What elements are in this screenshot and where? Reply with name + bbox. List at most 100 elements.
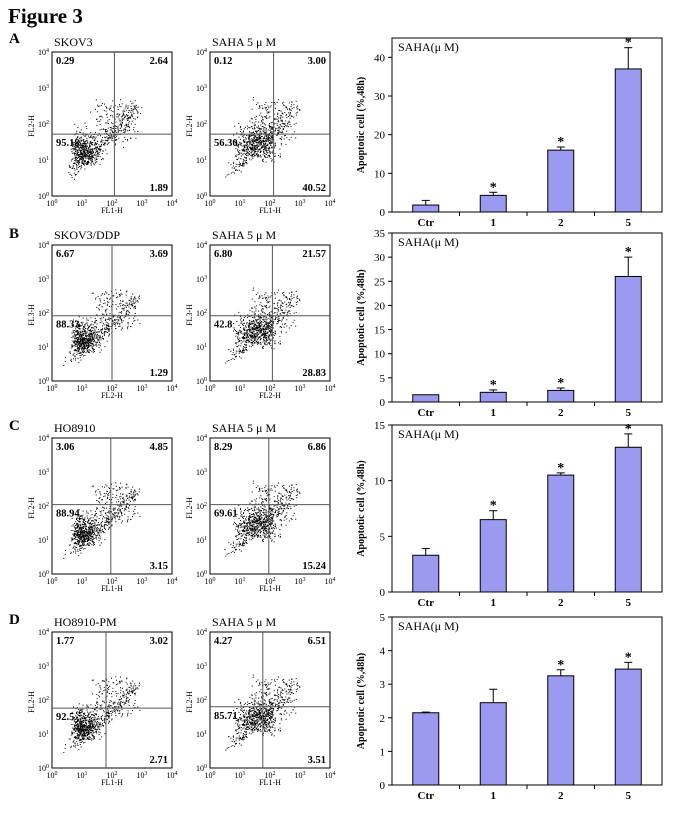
flow-point bbox=[251, 148, 252, 150]
flow-point bbox=[120, 503, 122, 505]
flow-point bbox=[235, 165, 237, 167]
bar-y-axis-label: Apoptotic cell (%,48h) bbox=[356, 269, 367, 365]
flow-point bbox=[263, 328, 265, 330]
flow-point bbox=[84, 142, 86, 144]
flow-point bbox=[104, 142, 106, 144]
flow-point bbox=[79, 517, 80, 519]
flow-point bbox=[261, 128, 263, 130]
flow-point bbox=[76, 145, 78, 147]
flow-point bbox=[130, 490, 132, 492]
flow-point bbox=[245, 345, 247, 347]
flow-point bbox=[95, 320, 96, 322]
flow-point bbox=[100, 141, 102, 143]
flow-point bbox=[102, 323, 104, 325]
flow-point bbox=[262, 308, 264, 310]
flow-point bbox=[246, 347, 247, 348]
flow-point bbox=[258, 145, 260, 147]
flow-point bbox=[100, 119, 102, 121]
flow-point bbox=[111, 516, 113, 518]
flow-point bbox=[73, 145, 75, 147]
flow-point bbox=[104, 495, 106, 497]
flow-point bbox=[258, 324, 260, 326]
flow-point bbox=[256, 335, 258, 337]
flow-point bbox=[256, 319, 258, 321]
flow-point bbox=[81, 322, 83, 324]
flow-point bbox=[85, 335, 87, 336]
flow-point bbox=[247, 523, 249, 524]
flow-point bbox=[264, 336, 266, 338]
flow-point bbox=[123, 128, 125, 130]
flow-point bbox=[117, 127, 119, 129]
flow-point bbox=[266, 147, 268, 149]
flow-point bbox=[130, 296, 132, 298]
flow-point bbox=[249, 316, 251, 317]
significance-star: * bbox=[557, 376, 564, 391]
flow-point bbox=[113, 128, 115, 129]
flow-point bbox=[291, 116, 293, 117]
flow-point bbox=[86, 154, 88, 156]
flow-point bbox=[258, 503, 260, 505]
flow-point bbox=[273, 528, 275, 529]
flow-point bbox=[266, 110, 268, 112]
flow-point bbox=[71, 168, 73, 169]
flow-point bbox=[87, 319, 89, 321]
x-category-label: Ctr bbox=[418, 407, 435, 419]
bar bbox=[412, 204, 440, 213]
flow-point bbox=[287, 108, 289, 110]
flow-point bbox=[271, 128, 272, 130]
flow-point bbox=[267, 295, 269, 297]
flow-point bbox=[267, 129, 269, 131]
flow-point bbox=[97, 340, 99, 341]
flow-point bbox=[299, 298, 301, 300]
flow-point bbox=[130, 301, 132, 303]
flow-point bbox=[84, 535, 86, 537]
flow-point bbox=[90, 159, 92, 161]
flow-point bbox=[235, 148, 237, 149]
flow-point bbox=[83, 142, 85, 144]
flow-point bbox=[250, 334, 252, 336]
flow-point bbox=[112, 488, 114, 490]
flow-point bbox=[247, 324, 249, 326]
flow-point bbox=[125, 499, 127, 501]
flow-point bbox=[257, 130, 259, 132]
flow-point bbox=[73, 178, 75, 180]
flow-point bbox=[244, 338, 246, 340]
flow-point bbox=[125, 306, 127, 308]
flow-point bbox=[257, 134, 259, 136]
flow-point bbox=[112, 507, 114, 509]
flow-point bbox=[260, 112, 262, 114]
flow-point bbox=[138, 491, 140, 493]
flow-point bbox=[102, 150, 104, 152]
flow-point bbox=[127, 498, 128, 499]
flow-point bbox=[78, 349, 80, 351]
flow-point bbox=[73, 162, 75, 164]
flow-point bbox=[94, 326, 96, 327]
flow-point bbox=[100, 522, 102, 524]
flow-point bbox=[245, 158, 247, 160]
flow-point bbox=[113, 316, 115, 318]
flow-point bbox=[234, 551, 236, 553]
flow-point bbox=[269, 340, 271, 342]
flow-point bbox=[284, 134, 286, 136]
flow-point bbox=[259, 304, 261, 306]
x-tick-exponent: 3 bbox=[303, 384, 306, 390]
flow-point bbox=[107, 496, 108, 498]
flow-point bbox=[119, 325, 121, 327]
flow-point bbox=[272, 533, 274, 534]
flow-point bbox=[273, 348, 275, 350]
flow-point bbox=[269, 153, 271, 155]
flow-point bbox=[252, 147, 254, 149]
flow-point bbox=[120, 126, 122, 128]
flow-point bbox=[286, 314, 288, 316]
flow-point bbox=[117, 134, 119, 136]
flow-point bbox=[252, 509, 254, 511]
flow-point bbox=[83, 352, 84, 354]
flow-point bbox=[80, 339, 82, 340]
flow-point bbox=[88, 345, 90, 347]
flow-point bbox=[103, 110, 105, 112]
x-tick-exponent: 2 bbox=[273, 384, 276, 390]
flow-point bbox=[88, 343, 90, 345]
flow-scatter-points bbox=[225, 97, 301, 178]
flow-point bbox=[100, 512, 102, 514]
flow-point bbox=[76, 345, 78, 347]
